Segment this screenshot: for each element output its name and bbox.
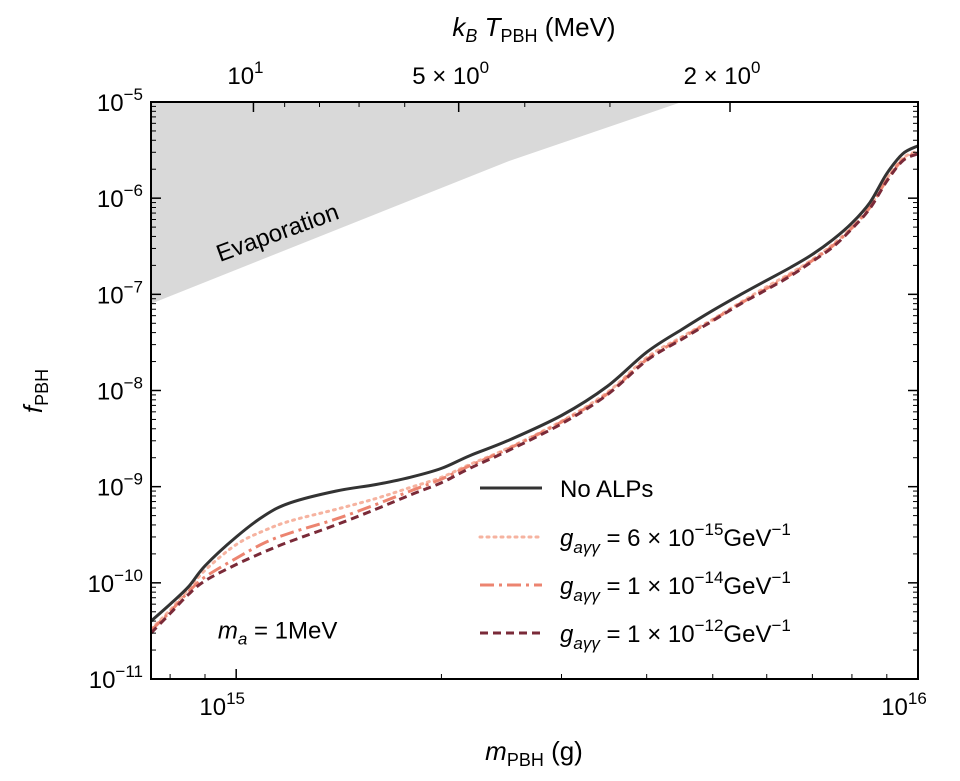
y-axis-title: fPBH <box>18 369 52 413</box>
evaporation-region <box>151 102 682 304</box>
top-tick-label: 101 <box>227 58 263 90</box>
series-line-0 <box>151 144 918 623</box>
series-line-2 <box>151 150 918 632</box>
x-axis-title: mPBH (g) <box>485 736 583 770</box>
y-tick-label: 10−11 <box>89 662 143 694</box>
y-tick-label: 10−7 <box>97 277 143 309</box>
legend-label-0: No ALPs <box>560 476 653 503</box>
y-tick-label: 10−9 <box>97 470 143 502</box>
y-tick-label: 10−6 <box>97 181 143 213</box>
y-tick-label: 10−5 <box>97 85 143 117</box>
x-tick-label: 1016 <box>881 689 927 721</box>
ma-annotation: ma = 1MeV <box>218 617 338 648</box>
legend-label-3: gaγγ = 1 × 10−12GeV−1 <box>560 616 791 653</box>
top-axis-title: kB TPBH (MeV) <box>452 12 615 46</box>
legend-label-2: gaγγ = 1 × 10−14GeV−1 <box>560 568 791 605</box>
x-tick-label: 1015 <box>199 689 245 721</box>
y-tick-label: 10−10 <box>87 566 143 598</box>
top-tick-label: 2 × 100 <box>684 58 761 90</box>
y-tick-label: 10−8 <box>97 374 143 406</box>
legend-label-1: gaγγ = 6 × 10−15GeV−1 <box>560 520 791 557</box>
top-tick-label: 5 × 100 <box>412 58 489 90</box>
